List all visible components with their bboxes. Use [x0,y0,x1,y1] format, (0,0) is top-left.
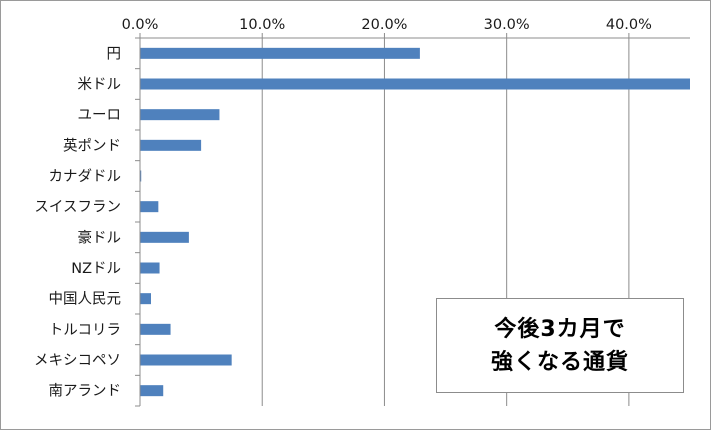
bar [140,201,159,213]
category-label: NZドル [71,261,121,277]
x-tick-label: 0.0% [122,17,159,33]
x-tick-label: 40.0% [606,17,652,33]
category-label: ユーロ [78,108,122,124]
bar [140,139,202,151]
bar [140,262,160,274]
bar [140,47,420,59]
bar [140,78,690,90]
bar [140,109,220,121]
category-label: スイスフラン [34,200,121,216]
category-label: 米ドル [78,76,122,93]
category-label: カナダドル [49,168,122,185]
bar [140,385,164,397]
bars [140,47,690,397]
bar [140,170,142,182]
axes [135,33,690,407]
chart-title-line-1: 今後3カ月で [494,316,626,342]
x-tick-label: 30.0% [484,17,530,33]
category-label: 英ポンド [63,136,121,154]
chart-title-line-2: 強くなる通貨 [490,349,629,375]
category-label: 円 [107,46,122,62]
category-label: トルコリラ [49,322,121,338]
category-label: 豪ドル [78,229,122,246]
bar [140,354,232,366]
category-label: 中国人民元 [49,291,122,308]
bar [140,323,171,335]
chart-title-box: 今後3カ月で 強くなる通貨 [436,298,684,393]
bar [140,231,189,243]
x-tick-label: 10.0% [239,17,285,33]
x-tick-label: 20.0% [361,17,407,33]
category-label: メキシコペソ [34,353,121,369]
category-label: 南アランド [49,383,122,400]
gridlines [261,38,630,406]
labels: 0.0% 10.0% 20.0% 30.0% 40.0% 円米ドルユーロ英ポンドカナダドル… [34,17,652,400]
bar [140,293,151,305]
